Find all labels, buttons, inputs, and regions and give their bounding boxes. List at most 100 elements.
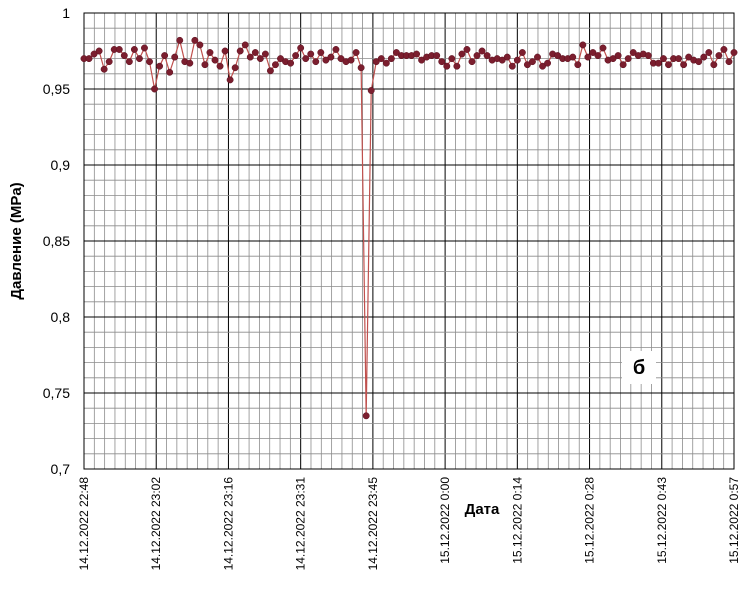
y-tick-label: 0,95	[43, 81, 70, 97]
data-point	[518, 49, 526, 56]
data-point	[377, 55, 385, 63]
data-point	[362, 412, 370, 420]
data-point	[246, 53, 254, 61]
data-point	[473, 52, 481, 60]
y-tick-label: 0,8	[51, 309, 71, 325]
data-point	[236, 47, 244, 55]
data-point	[297, 44, 305, 52]
x-tick-label: 15.12.2022 0:28	[583, 477, 597, 564]
data-point	[629, 49, 637, 56]
y-tick-label: 0,75	[43, 385, 70, 401]
y-axis-ticks: 0,7 0,75 0,8 0,85 0,9 0,95 1	[43, 5, 70, 477]
data-point	[387, 55, 395, 63]
data-point	[191, 36, 199, 44]
data-point	[478, 47, 486, 55]
data-point	[695, 58, 703, 66]
data-point	[554, 52, 562, 60]
data-point	[544, 59, 552, 67]
data-point	[453, 62, 461, 70]
data-point	[95, 47, 103, 55]
data-point	[221, 47, 229, 55]
data-point	[105, 58, 113, 66]
data-point	[226, 76, 234, 84]
data-point	[287, 59, 295, 67]
data-point	[705, 49, 713, 56]
data-point	[483, 52, 491, 60]
data-point	[332, 46, 340, 53]
data-point	[498, 56, 506, 64]
data-point	[443, 62, 451, 70]
data-point	[100, 65, 108, 73]
data-point	[433, 52, 441, 60]
data-point	[292, 52, 300, 60]
data-point	[720, 46, 728, 53]
data-point	[468, 58, 476, 66]
data-point	[508, 62, 516, 70]
data-point	[120, 52, 128, 60]
data-point	[90, 50, 98, 58]
x-tick-label: 14.12.2022 23:45	[366, 477, 380, 571]
data-point	[357, 64, 365, 72]
data-point	[579, 41, 587, 49]
data-point	[85, 55, 93, 63]
data-point	[463, 46, 471, 53]
data-point	[141, 44, 148, 52]
data-point	[680, 61, 688, 69]
data-point	[685, 53, 693, 61]
plot-frame	[83, 12, 735, 470]
data-point	[206, 49, 214, 56]
data-point	[710, 61, 718, 69]
annotation-text: б	[633, 357, 645, 379]
data-point	[372, 58, 380, 66]
data-point	[413, 50, 421, 58]
data-point	[700, 53, 708, 61]
data-point	[327, 53, 335, 61]
y-tick-label: 1	[62, 5, 70, 21]
data-point	[569, 53, 577, 61]
data-point	[382, 59, 390, 67]
data-point	[161, 52, 169, 60]
data-point	[115, 46, 123, 53]
y-tick-label: 0,7	[51, 461, 71, 477]
data-point	[231, 64, 239, 72]
data-point	[186, 59, 194, 67]
data-point	[619, 61, 627, 69]
data-point	[130, 46, 138, 53]
data-point	[347, 56, 355, 64]
data-point	[266, 67, 274, 75]
data-point	[418, 56, 426, 64]
data-point	[322, 56, 330, 64]
data-point	[211, 56, 219, 64]
data-point	[317, 49, 325, 56]
data-point	[312, 58, 320, 66]
data-point	[261, 50, 269, 58]
x-tick-label: 15.12.2022 0:00	[438, 477, 452, 564]
annotation-label: б	[622, 351, 656, 384]
x-tick-label: 14.12.2022 23:02	[149, 477, 163, 571]
data-point	[196, 41, 204, 49]
grid	[83, 12, 735, 470]
data-point	[539, 62, 546, 70]
data-point	[251, 49, 259, 56]
data-point	[534, 53, 541, 61]
data-point	[337, 55, 345, 63]
data-point	[730, 49, 738, 56]
data-point	[151, 85, 158, 93]
data-point	[614, 52, 622, 60]
data-point	[166, 68, 174, 76]
x-axis-ticks: 14.12.2022 22:48 14.12.2022 23:02 14.12.20…	[77, 477, 741, 571]
x-tick-label: 15.12.2022 0:14	[510, 477, 524, 564]
data-point	[171, 53, 179, 61]
y-tick-label: 0,9	[51, 157, 71, 173]
data-point	[654, 59, 662, 67]
data-point	[176, 36, 184, 44]
data-point	[272, 61, 279, 69]
y-tick-label: 0,85	[43, 233, 70, 249]
data-point	[438, 58, 446, 66]
data-point	[589, 49, 597, 56]
data-point	[448, 55, 456, 63]
x-tick-label: 14.12.2022 23:16	[221, 477, 235, 571]
data-point	[660, 55, 667, 63]
